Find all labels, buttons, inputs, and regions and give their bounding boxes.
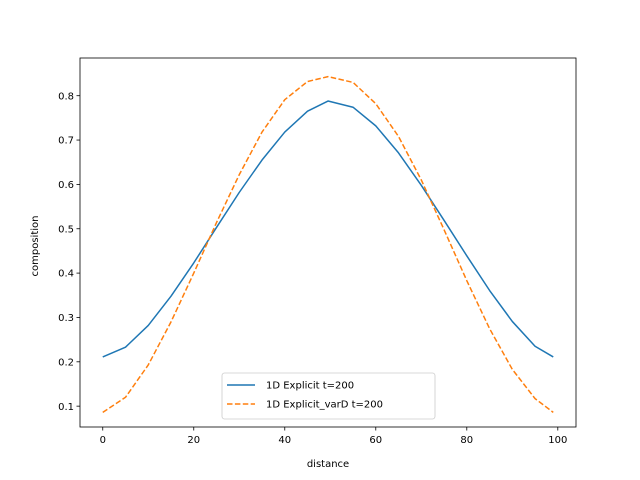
y-tick-label-2: 0.3 <box>58 313 74 324</box>
y-tick-label-7: 0.8 <box>58 91 74 102</box>
y-tick-label-0: 0.1 <box>58 402 74 413</box>
y-tick-label-1: 0.2 <box>58 357 74 368</box>
x-tick-label-5: 100 <box>548 435 567 446</box>
series-line-1 <box>102 75 554 413</box>
y-tick-label-6: 0.7 <box>58 136 74 147</box>
plot-area <box>102 75 554 413</box>
legend-box <box>221 372 436 420</box>
x-tick-label-3: 60 <box>369 435 382 446</box>
legend-label-0: 1D Explicit t=200 <box>266 381 354 392</box>
x-tick-label-2: 40 <box>278 435 291 446</box>
y-axis-label: composition <box>30 216 41 277</box>
x-tick-label-4: 80 <box>460 435 473 446</box>
x-axis-label: distance <box>307 459 349 470</box>
axes-frame <box>79 57 577 428</box>
x-tick-label-1: 20 <box>187 435 200 446</box>
x-tick-label-0: 0 <box>100 435 106 446</box>
y-tick-label-3: 0.4 <box>58 269 74 280</box>
y-tick-label-5: 0.6 <box>58 180 74 191</box>
y-tick-label-4: 0.5 <box>58 224 74 235</box>
legend: 1D Explicit t=200 1D Explicit_varD t=200 <box>221 372 436 420</box>
axes: 0 20 40 60 80 100 0.1 0.2 0.3 0.4 0.5 0.6 0.7 0.8 <box>58 57 577 446</box>
legend-label-1: 1D Explicit_varD t=200 <box>266 400 383 411</box>
series-line-0 <box>102 100 554 358</box>
